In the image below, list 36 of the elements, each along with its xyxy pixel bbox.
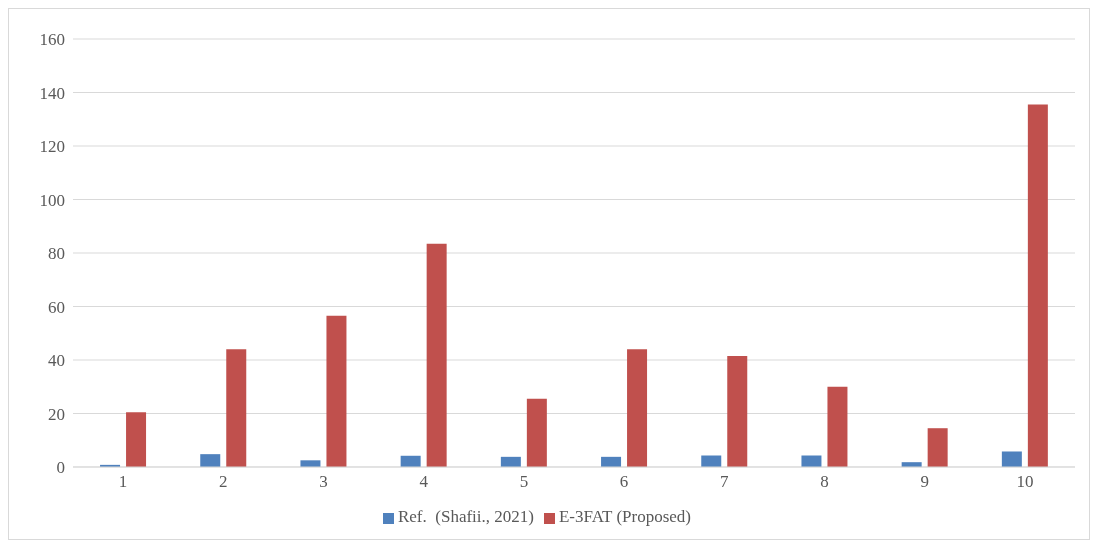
- y-tick-label: 0: [56, 458, 65, 478]
- y-tick-label: 140: [39, 83, 65, 103]
- x-tick-label: 10: [1016, 472, 1034, 492]
- bar: [701, 455, 722, 467]
- x-tick-label: 4: [419, 472, 429, 492]
- x-tick-label: 5: [519, 472, 529, 492]
- y-tick-label: 120: [39, 137, 65, 157]
- bar: [426, 243, 447, 467]
- bar: [226, 349, 247, 467]
- y-tick-label: 20: [48, 404, 65, 424]
- x-tick-label: 1: [118, 472, 128, 492]
- x-tick-label: 2: [219, 472, 228, 492]
- x-tick-label: 7: [720, 472, 730, 492]
- bar: [526, 398, 547, 467]
- legend-label: E-3FAT (Proposed): [558, 507, 692, 526]
- y-tick-label: 160: [39, 30, 65, 50]
- bar: [200, 454, 221, 467]
- y-tick-label: 60: [48, 297, 65, 317]
- bar: [827, 386, 848, 467]
- y-tick-label: 80: [48, 244, 65, 264]
- bar: [1001, 451, 1022, 467]
- bar: [126, 412, 147, 467]
- bar: [326, 315, 347, 467]
- legend-label: Ref. (Shafii., 2021): [397, 507, 534, 526]
- x-tick-label: 9: [920, 472, 929, 492]
- y-tick-label: 100: [39, 190, 65, 210]
- x-tick-label: 3: [319, 472, 328, 492]
- bar: [801, 455, 822, 467]
- bar: [927, 428, 948, 467]
- y-tick-label: 40: [48, 351, 65, 371]
- bar: [1027, 104, 1048, 467]
- bar: [627, 349, 648, 467]
- bar: [300, 460, 321, 467]
- x-tick-label: 8: [820, 472, 829, 492]
- bar: [727, 355, 748, 467]
- x-tick-label: 6: [619, 472, 629, 492]
